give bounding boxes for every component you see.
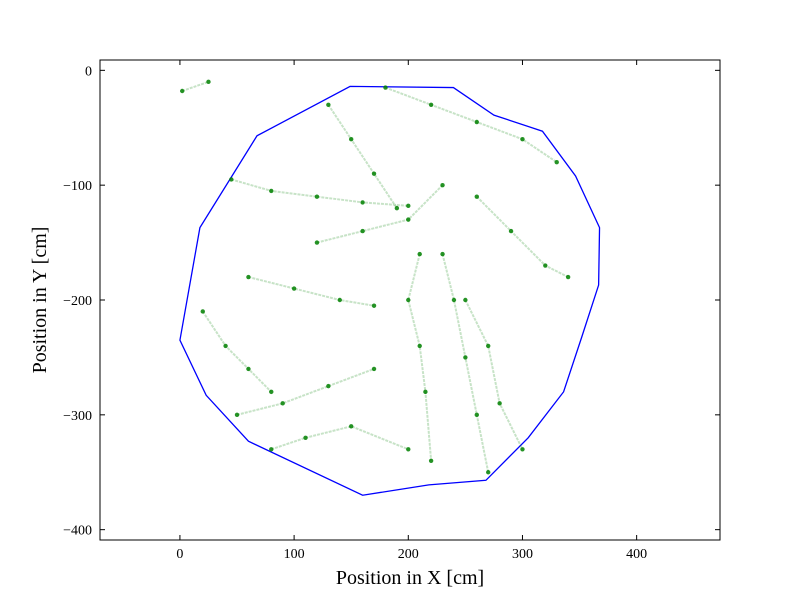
point: [180, 88, 185, 94]
hull-line: [179, 85, 601, 496]
point: [463, 355, 468, 360]
point: [206, 79, 211, 85]
point: [360, 228, 365, 234]
point: [451, 297, 457, 303]
point: [474, 194, 479, 199]
point: [417, 251, 422, 257]
point: [269, 447, 274, 452]
point: [348, 137, 354, 142]
point: [371, 303, 377, 308]
trajectory: [316, 184, 444, 244]
point: [474, 412, 479, 418]
point: [565, 274, 571, 280]
point: [200, 309, 205, 314]
point: [486, 470, 491, 475]
y-tick-label: 0: [85, 64, 92, 79]
point: [543, 263, 548, 268]
y-axis-label: Position in Y [cm]: [29, 227, 51, 374]
point: [303, 435, 308, 440]
point: [417, 343, 422, 349]
trajectory: [464, 299, 524, 450]
x-tick-label: 400: [626, 547, 647, 562]
point: [474, 119, 479, 125]
point: [406, 203, 411, 209]
point: [348, 424, 354, 429]
trajectory: [270, 425, 409, 451]
point: [520, 447, 525, 452]
point: [440, 182, 445, 188]
point: [394, 205, 400, 211]
x-tick-label: 100: [284, 547, 305, 562]
point: [440, 251, 445, 257]
x-tick-label: 0: [176, 547, 183, 562]
point: [314, 240, 320, 245]
y-tick-label: −100: [63, 179, 92, 194]
point: [280, 401, 285, 406]
point: [246, 274, 251, 280]
point: [486, 343, 491, 349]
point: [497, 401, 502, 406]
point: [508, 228, 514, 234]
point: [371, 171, 377, 176]
y-tick-label: −400: [63, 524, 92, 539]
trajectory: [236, 367, 375, 416]
trajectory: [248, 276, 375, 307]
point: [269, 389, 274, 395]
y-tick-label: −200: [63, 294, 92, 309]
point: [554, 160, 559, 165]
point: [246, 366, 251, 372]
point: [314, 194, 320, 199]
point: [428, 458, 434, 463]
trajectory: [201, 310, 272, 393]
point: [326, 383, 331, 389]
point: [406, 297, 411, 303]
point: [406, 447, 411, 452]
x-tick-label: 200: [398, 547, 419, 562]
trajectory: [231, 178, 409, 207]
point: [520, 137, 525, 142]
point: [406, 217, 411, 222]
point: [269, 188, 274, 194]
point: [383, 85, 388, 90]
point: [428, 102, 434, 107]
x-axis-label: Position in X [cm]: [336, 567, 484, 589]
point: [223, 343, 228, 349]
point: [360, 200, 365, 205]
y-tick-label: −300: [63, 409, 92, 424]
x-tick-label: 300: [512, 547, 533, 562]
point: [371, 366, 377, 372]
point: [326, 102, 331, 107]
point: [229, 177, 234, 182]
point: [234, 412, 240, 418]
trajectory: [327, 104, 398, 209]
trajectory: [181, 80, 209, 92]
point: [291, 286, 297, 291]
point: [463, 297, 468, 303]
point: [337, 297, 342, 303]
trajectory: [476, 195, 569, 278]
point: [423, 389, 428, 395]
